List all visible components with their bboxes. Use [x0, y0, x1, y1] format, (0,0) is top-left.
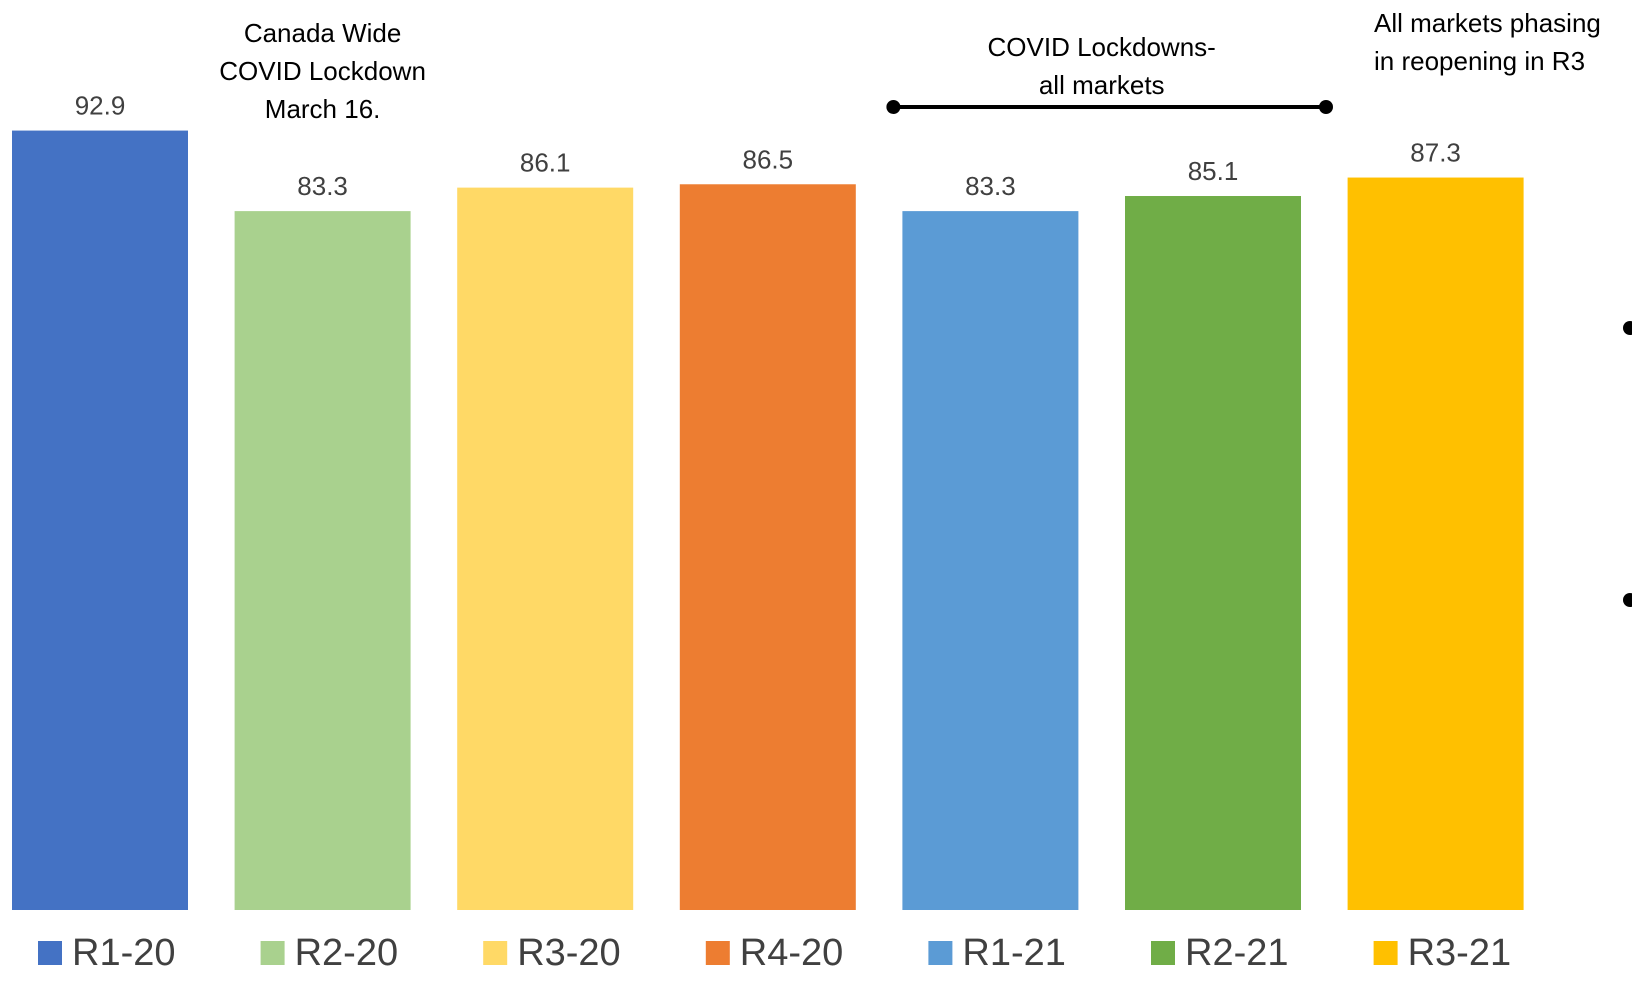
bar-r2-21	[1125, 196, 1301, 911]
legend-swatch-r3-20	[483, 941, 508, 965]
data-label-r4-20: 86.5	[742, 144, 793, 174]
bar-r1-20	[12, 130, 188, 911]
bars-group	[12, 130, 1524, 911]
legend-label-r3-21: R3-21	[1408, 932, 1512, 974]
bracket-end-dot	[1319, 100, 1333, 114]
legend-label-r1-20: R1-20	[72, 932, 176, 974]
bar-r4-20	[679, 184, 856, 910]
edge-markers-group	[1623, 321, 1632, 607]
bar-r1-21	[902, 211, 1079, 910]
legend-swatch-r2-21	[1151, 941, 1175, 965]
legend-label-r3-20: R3-20	[517, 932, 621, 974]
data-label-r3-21: 87.3	[1410, 138, 1461, 168]
legend-label-r2-20: R2-20	[295, 932, 399, 974]
legend-swatch-r2-20	[260, 941, 285, 965]
bar-r3-20	[457, 187, 634, 911]
bar-r2-20	[234, 211, 411, 910]
annotation-2-line-2: all markets	[1039, 70, 1165, 100]
legend-swatch-r3-21	[1373, 941, 1398, 965]
legend: R1-20 R2-20 R3-20 R4-20 R1-21 R2-21 R3-21	[38, 932, 1511, 974]
legend-swatch-r1-20	[38, 941, 62, 965]
data-label-r2-21: 85.1	[1188, 156, 1239, 186]
edge-bullet-dot	[1623, 321, 1632, 335]
data-labels-group: 92.9 83.3 86.1 86.5 83.3 85.1 87.3	[75, 91, 1461, 202]
legend-label-r2-21: R2-21	[1185, 932, 1289, 974]
annotation-3-line-1: All markets phasing	[1374, 8, 1601, 38]
bracket-start-dot	[886, 100, 901, 114]
edge-bullet-dot	[1623, 593, 1632, 607]
annotation-1-line-1: Canada Wide	[244, 18, 402, 48]
legend-swatch-r1-21	[928, 941, 953, 965]
bar-r3-21	[1347, 177, 1524, 911]
data-label-r2-20: 83.3	[297, 171, 348, 201]
data-label-r1-21: 83.3	[965, 171, 1016, 201]
annotation-2-line-1: COVID Lockdowns-	[988, 32, 1216, 62]
legend-label-r4-20: R4-20	[740, 932, 844, 974]
data-label-r1-20: 92.9	[75, 91, 126, 121]
legend-label-r1-21: R1-21	[962, 932, 1066, 974]
annotations-group: Canada Wide COVID Lockdown March 16. COVID …	[219, 8, 1601, 124]
legend-swatch-r4-20	[705, 941, 730, 965]
annotation-3-line-2: in reopening in R3	[1374, 46, 1585, 76]
annotation-1-line-3: March 16.	[265, 94, 381, 124]
annotation-1-line-2: COVID Lockdown	[219, 56, 426, 86]
data-label-r3-20: 86.1	[520, 148, 571, 178]
